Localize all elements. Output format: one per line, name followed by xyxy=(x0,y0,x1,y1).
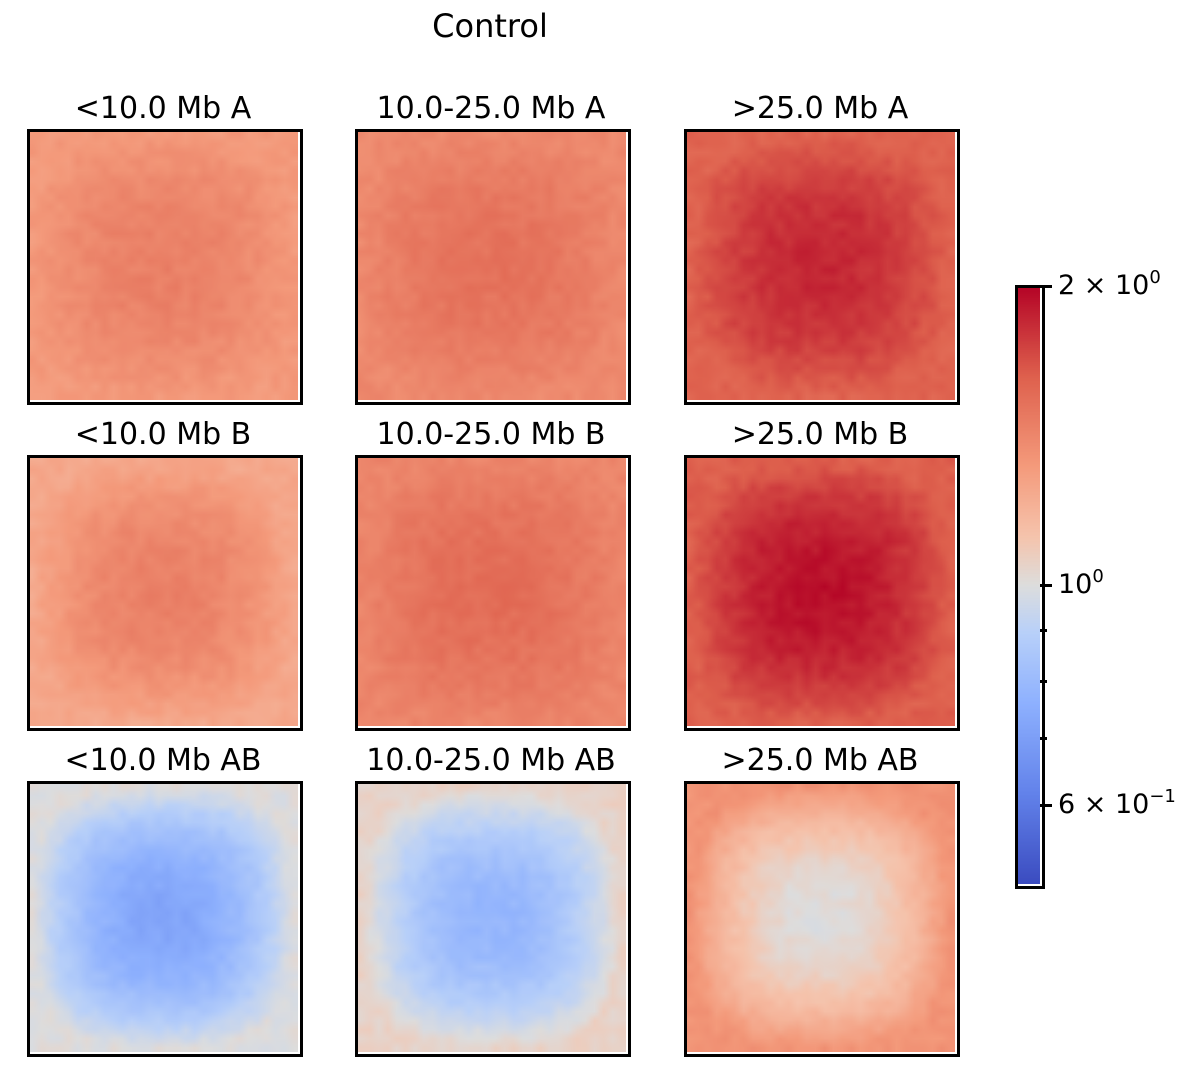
panel-title: 10.0-25.0 Mb A xyxy=(376,91,606,126)
colorbar-major-tick xyxy=(1040,803,1052,807)
panel-title: <10.0 Mb A xyxy=(74,91,252,126)
heatmap-cells xyxy=(356,456,626,726)
heatmap-panel xyxy=(26,454,303,731)
heatmap-panel xyxy=(26,780,303,1057)
colorbar-tick-label: 100 xyxy=(1058,566,1104,600)
panel-title: >25.0 Mb A xyxy=(731,91,909,126)
colorbar-minor-tick xyxy=(1040,679,1047,683)
heatmap-panel xyxy=(26,128,303,405)
panel-title: <10.0 Mb AB xyxy=(64,743,262,778)
colorbar-minor-tick xyxy=(1040,628,1047,632)
colorbar-major-tick xyxy=(1040,284,1052,288)
panel-title: 10.0-25.0 Mb B xyxy=(376,417,606,452)
heatmap-cells xyxy=(28,456,298,726)
heatmap-panel xyxy=(683,128,960,405)
heatmap-cells xyxy=(685,782,955,1052)
colorbar-frame xyxy=(1014,284,1045,889)
heatmap-cells xyxy=(685,456,955,726)
colorbar-tick-label: 6 × 10−1 xyxy=(1058,786,1176,821)
heatmap-cells xyxy=(356,782,626,1052)
heatmap-cells xyxy=(28,130,298,400)
colorbar-minor-tick xyxy=(1040,737,1047,741)
panel-title: >25.0 Mb B xyxy=(731,417,909,452)
colorbar-major-tick xyxy=(1040,583,1052,587)
panel-title: >25.0 Mb AB xyxy=(721,743,919,778)
panel-title: 10.0-25.0 Mb AB xyxy=(366,743,616,778)
colorbar-tick-label: 2 × 100 xyxy=(1058,267,1161,301)
heatmap-cells xyxy=(28,782,298,1052)
panel-title: <10.0 Mb B xyxy=(74,417,252,452)
heatmap-panel xyxy=(354,780,631,1057)
colorbar-gradient xyxy=(1016,286,1040,884)
heatmap-cells xyxy=(356,130,626,400)
heatmap-panel xyxy=(683,454,960,731)
heatmap-cells xyxy=(685,130,955,400)
figure-title: Control xyxy=(432,7,548,45)
colorbar xyxy=(1014,284,1045,889)
heatmap-panel xyxy=(354,454,631,731)
heatmap-panel xyxy=(683,780,960,1057)
heatmap-panel xyxy=(354,128,631,405)
